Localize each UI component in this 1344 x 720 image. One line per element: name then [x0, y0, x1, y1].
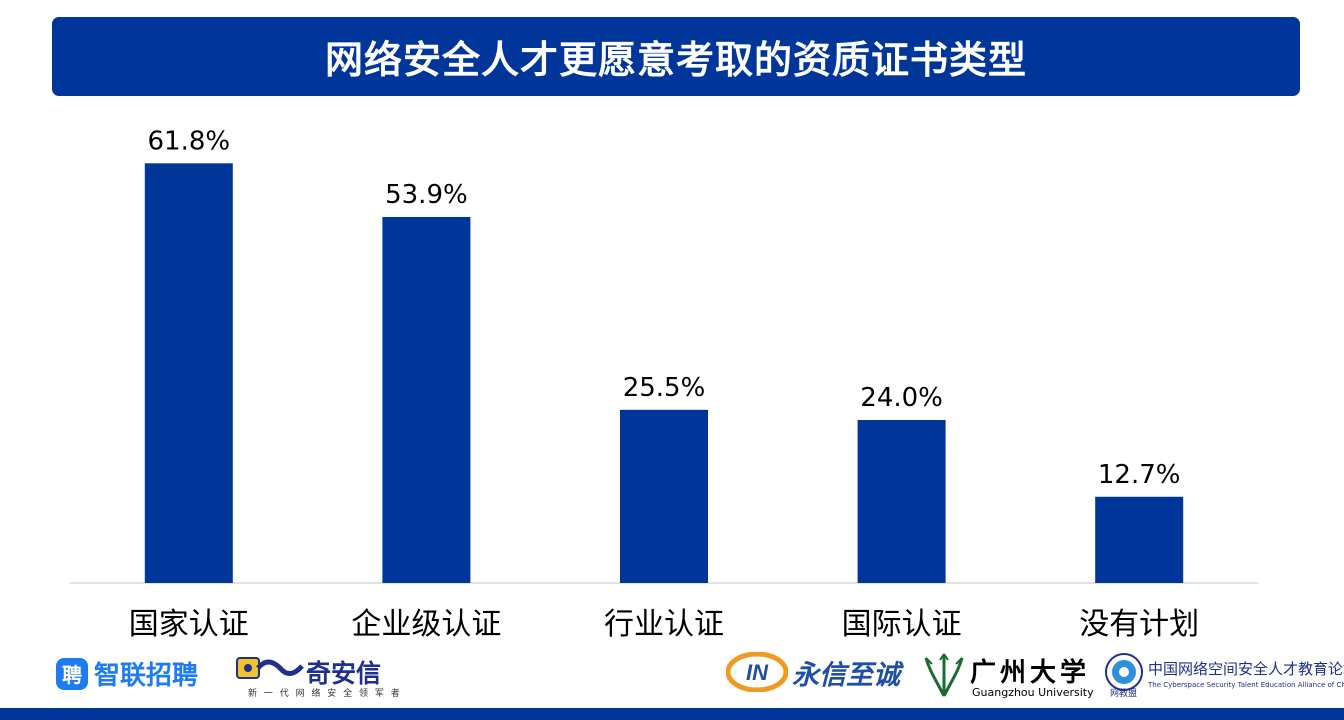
bar-1 [382, 216, 471, 583]
gzhu-emblem-icon [924, 653, 964, 697]
alliance-abbr: 网教盟 [1110, 689, 1138, 699]
chart-title: 网络安全人才更愿意考取的资质证书类型 [324, 38, 1027, 82]
qianxin-mark-icon [236, 657, 304, 679]
gzhu-name-cn: 广州大学 [970, 658, 1091, 688]
qianxin-slogan: 新 一 代 网 络 安 全 领 军 者 [248, 689, 402, 699]
category-label-1: 企业级认证 [351, 607, 501, 642]
alliance-name-en: The Cyberspace Security Talent Education… [1148, 681, 1344, 689]
data-label-2: 25.5% [623, 373, 706, 403]
zhaopin-logo: 聘 智联招聘 [56, 655, 198, 692]
yongxin-logo: IN 永信至诚 [726, 652, 900, 692]
title-banner: 网络安全人才更愿意考取的资质证书类型 [52, 17, 1300, 96]
alliance-emblem-icon [1105, 653, 1143, 691]
bar-3 [857, 420, 946, 583]
category-label-2: 行业认证 [604, 607, 724, 642]
data-label-0: 61.8% [147, 126, 230, 156]
zhaopin-logo-text: 智联招聘 [94, 661, 199, 691]
gzhu-name-en: Guangzhou University [972, 686, 1094, 699]
gzhu-logo: 广州大学 Guangzhou University [922, 650, 1094, 702]
category-label-4: 没有计划 [1079, 607, 1199, 642]
category-label-3: 国际认证 [842, 607, 962, 642]
yongxin-name: 永信至诚 [792, 659, 900, 691]
alliance-logo: 网教盟 中国网络空间安全人才教育论坛 The Cyberspace Securi… [1104, 652, 1344, 700]
bar-2 [620, 409, 708, 583]
data-label-4: 12.7% [1098, 460, 1181, 490]
zhaopin-logo-icon: 聘 [56, 657, 88, 690]
bar-4 [1095, 496, 1184, 583]
yongxin-mark-icon: IN [726, 652, 788, 692]
bottom-strip [0, 708, 1344, 720]
category-label-0: 国家认证 [129, 607, 249, 642]
yongxin-mark-text: IN [746, 660, 769, 685]
data-label-1: 53.9% [385, 180, 468, 210]
qianxin-name: 奇安信 [306, 659, 382, 688]
data-label-3: 24.0% [860, 383, 943, 413]
alliance-name-cn: 中国网络空间安全人才教育论坛 [1148, 660, 1344, 678]
qianxin-logo: 奇安信 新 一 代 网 络 安 全 领 军 者 [236, 652, 400, 700]
bar-0 [144, 163, 233, 584]
